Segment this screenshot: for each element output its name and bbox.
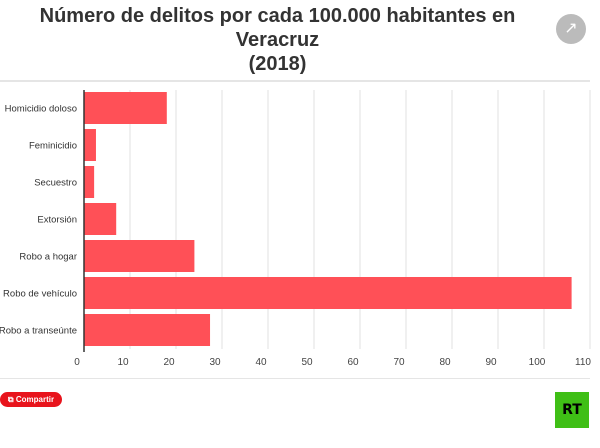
share-button[interactable]: ⧉ Compartir bbox=[0, 392, 62, 407]
x-tick-label: 10 bbox=[117, 357, 129, 368]
bar[interactable] bbox=[84, 277, 572, 309]
divider bbox=[0, 378, 590, 379]
category-label: Robo a transeúnte bbox=[0, 326, 77, 337]
share-label: Compartir bbox=[15, 395, 55, 404]
bar[interactable] bbox=[84, 129, 96, 161]
x-tick-label: 20 bbox=[163, 357, 175, 368]
category-label: Secuestro bbox=[34, 178, 77, 189]
bar[interactable] bbox=[84, 240, 195, 272]
category-label: Extorsión bbox=[37, 215, 77, 226]
rt-logo[interactable]: RT bbox=[555, 392, 589, 428]
bar[interactable] bbox=[84, 92, 167, 124]
category-label: Feminicidio bbox=[29, 141, 77, 152]
category-label: Robo de vehículo bbox=[3, 289, 77, 300]
chart-title: Número de delitos por cada 100.000 habit… bbox=[39, 5, 516, 75]
x-tick-label: 100 bbox=[529, 357, 546, 368]
x-tick-label: 110 bbox=[575, 357, 591, 368]
x-tick-label: 90 bbox=[485, 357, 497, 368]
x-tick-label: 0 bbox=[74, 357, 80, 368]
x-tick-label: 60 bbox=[347, 357, 359, 368]
share-icon[interactable]: ↗ bbox=[556, 14, 586, 44]
category-label: Robo a hogar bbox=[19, 252, 77, 263]
x-tick-label: 70 bbox=[393, 357, 405, 368]
share-icon: ⧉ bbox=[7, 395, 16, 404]
bar[interactable] bbox=[84, 203, 117, 235]
x-tick-label: 40 bbox=[255, 357, 267, 368]
bar[interactable] bbox=[84, 314, 211, 346]
bar-chart: 0 10 20 30 40 50 60 70 80 90 100 110 Homicidio dolos… bbox=[0, 90, 591, 368]
category-label: Homicidio doloso bbox=[5, 104, 77, 115]
divider bbox=[0, 80, 590, 82]
bar[interactable] bbox=[84, 166, 95, 198]
x-tick-label: 50 bbox=[301, 357, 313, 368]
x-tick-label: 30 bbox=[209, 357, 221, 368]
x-tick-label: 80 bbox=[439, 357, 451, 368]
